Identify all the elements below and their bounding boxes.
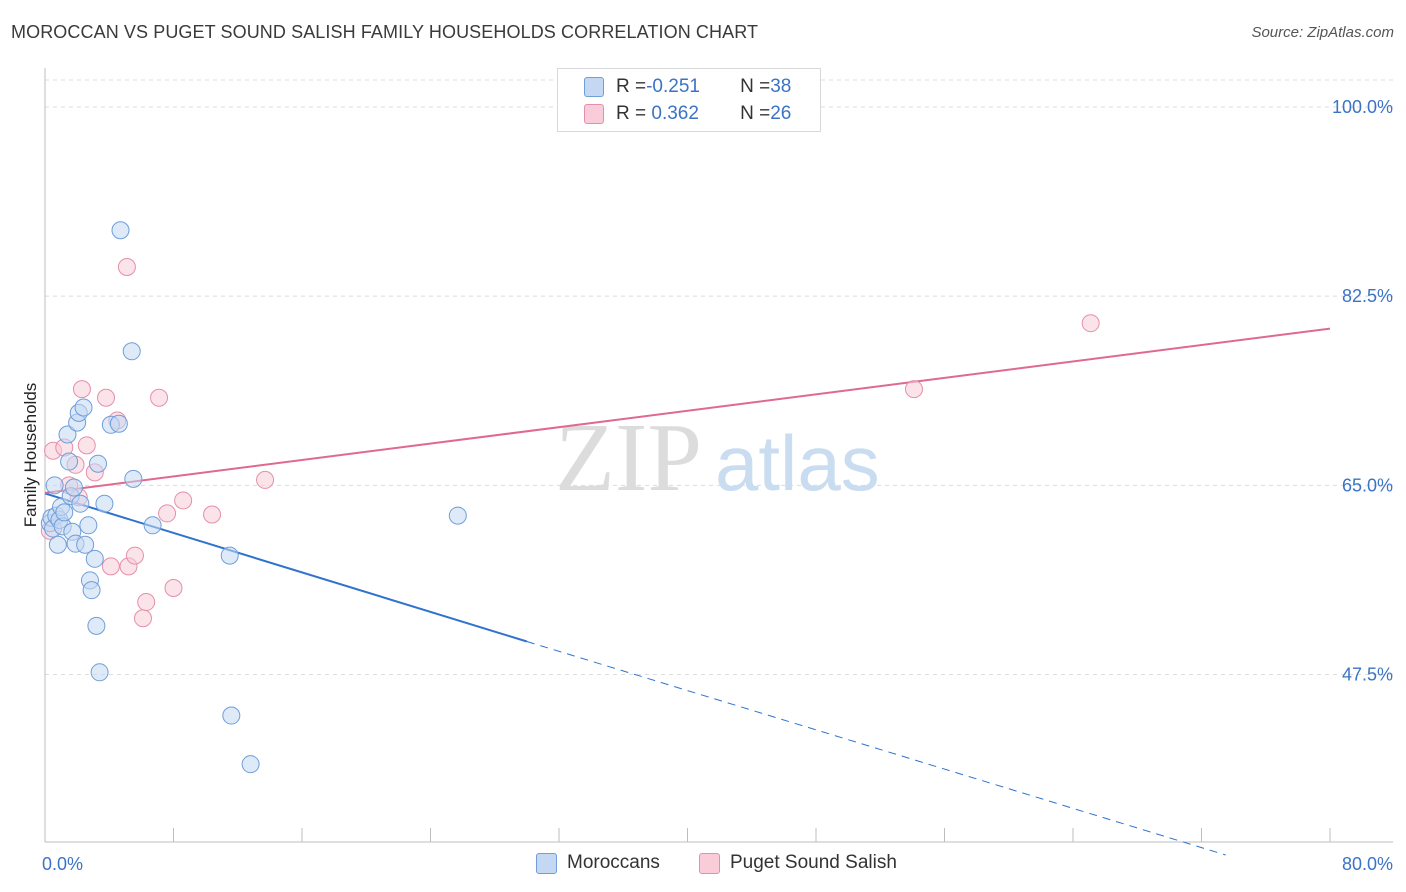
data-point-puget-sound-salish [117, 257, 136, 276]
data-point-moroccans [74, 398, 93, 417]
y-tick-label: 47.5% [1342, 664, 1393, 684]
data-point-moroccans [58, 425, 77, 444]
data-point-puget-sound-salish [164, 579, 183, 597]
x-tick-label: 0.0% [42, 854, 83, 874]
data-point-moroccans [76, 535, 95, 554]
data-point-puget-sound-salish [174, 491, 193, 510]
legend-swatch-moroccans [584, 77, 604, 97]
data-point-moroccans [220, 546, 239, 565]
trend-line-moroccans-extrapolated [526, 641, 1226, 856]
watermark-zip: ZIP [555, 404, 702, 512]
tick-labels: 100.0% 82.5% 65.0% 47.5% 0.0% 80.0% [42, 97, 1393, 874]
data-point-moroccans [222, 706, 241, 725]
legend-r-value: 0.362 [646, 103, 699, 124]
legend-r-value: -0.251 [646, 76, 700, 97]
chart-title: MOROCCAN VS PUGET SOUND SALISH FAMILY HO… [11, 22, 759, 42]
legend-n-value: 26 [770, 103, 792, 124]
data-point-moroccans [111, 221, 130, 240]
gridlines [45, 79, 1393, 675]
data-point-moroccans [45, 476, 64, 495]
data-point-moroccans [109, 414, 128, 433]
data-point-moroccans [79, 516, 98, 535]
series-swatch-puget-sound-salish [699, 852, 720, 874]
data-point-puget-sound-salish [101, 557, 120, 576]
data-point-moroccans [64, 478, 83, 497]
series-legend-item-moroccans: Moroccans [536, 852, 660, 874]
data-point-moroccans [87, 616, 106, 635]
trend-lines [44, 327, 1331, 856]
series-legend: Moroccans Puget Sound Salish [0, 850, 1406, 880]
data-points [40, 221, 1100, 774]
data-point-moroccans [55, 503, 74, 522]
data-point-puget-sound-salish [1081, 314, 1100, 333]
series-label-puget-sound-salish: Puget Sound Salish [730, 852, 897, 873]
data-point-moroccans [89, 454, 108, 473]
legend-n-label: N = [740, 103, 771, 124]
watermark-atlas: atlas [715, 419, 880, 507]
data-point-moroccans [71, 494, 90, 513]
watermark: ZIP atlas [555, 404, 880, 512]
data-point-moroccans [122, 342, 141, 361]
chart-source: Source: ZipAtlas.com [1251, 24, 1394, 41]
data-point-puget-sound-salish [904, 380, 923, 399]
data-point-puget-sound-salish [133, 609, 152, 628]
legend-row-puget-sound-salish: R = 0.362 N = 26 [584, 102, 791, 126]
trend-line-moroccans [44, 492, 528, 643]
y-axis-title: Family Households [21, 383, 40, 528]
data-point-moroccans [241, 755, 260, 774]
trend-line-puget-sound-salish [44, 327, 1331, 494]
data-point-puget-sound-salish [137, 593, 156, 612]
y-tick-label: 65.0% [1342, 475, 1393, 495]
data-point-moroccans [82, 581, 101, 600]
axes [44, 68, 1393, 843]
data-point-moroccans [60, 452, 79, 471]
data-point-moroccans [124, 469, 143, 488]
data-point-moroccans [85, 549, 104, 568]
data-point-puget-sound-salish [97, 388, 116, 407]
y-tick-label: 100.0% [1332, 97, 1393, 117]
legend-swatch-puget-sound-salish [584, 104, 604, 124]
data-point-moroccans [143, 516, 162, 535]
data-point-puget-sound-salish [150, 388, 169, 407]
data-point-puget-sound-salish [256, 470, 275, 489]
data-point-moroccans [448, 506, 467, 525]
legend-r-label: R = [616, 103, 647, 124]
data-point-puget-sound-salish [203, 505, 222, 524]
legend-row-moroccans: R = -0.251 N = 38 [584, 75, 791, 99]
data-point-moroccans [48, 535, 67, 554]
legend-n-label: N = [740, 76, 771, 97]
legend-n-value: 38 [770, 76, 792, 97]
series-swatch-moroccans [536, 852, 557, 874]
data-point-moroccans [95, 494, 114, 513]
data-point-moroccans [90, 663, 109, 682]
data-point-puget-sound-salish [72, 380, 91, 399]
series-label-moroccans: Moroccans [567, 852, 660, 873]
legend-r-label: R = [616, 76, 647, 97]
data-point-puget-sound-salish [77, 436, 96, 455]
series-legend-item-puget-sound-salish: Puget Sound Salish [699, 852, 897, 874]
data-point-puget-sound-salish [125, 546, 144, 565]
correlation-legend: R = -0.251 N = 38 R = 0.362 N = 26 [557, 68, 821, 132]
x-tick-label: 80.0% [1342, 854, 1393, 874]
y-tick-label: 82.5% [1342, 286, 1393, 306]
data-point-puget-sound-salish [158, 504, 177, 523]
